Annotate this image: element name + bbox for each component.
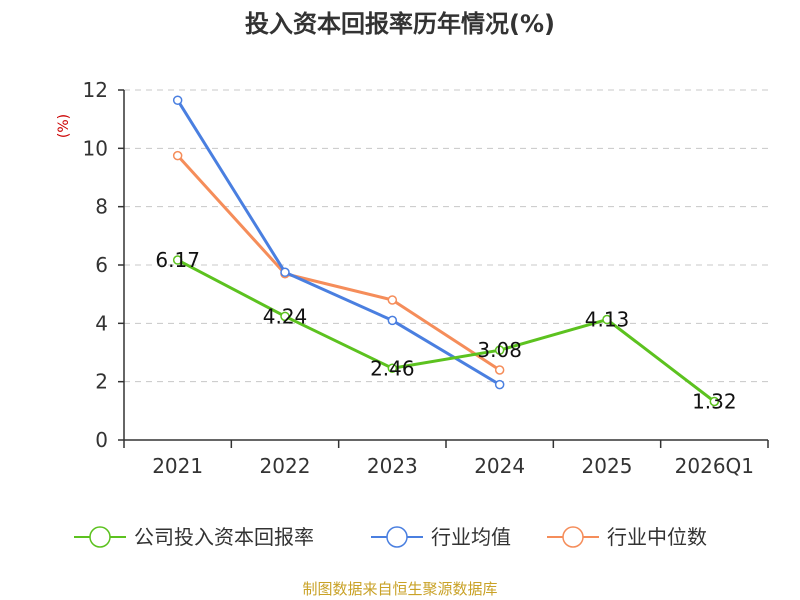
series-0-point bbox=[709, 396, 720, 407]
legend-label: 行业中位数 bbox=[607, 525, 707, 549]
series-0-point bbox=[387, 363, 398, 373]
x-tick-label: 2025 bbox=[582, 454, 633, 478]
series-2-point bbox=[172, 150, 183, 161]
y-tick-label: 6 bbox=[95, 253, 108, 277]
legend-item-1: 行业均值 bbox=[371, 525, 511, 549]
legend-item-2: 行业中位数 bbox=[547, 525, 707, 549]
legend-label: 公司投入资本回报率 bbox=[134, 525, 314, 549]
grid-layer bbox=[124, 89, 768, 383]
axis-layer: 0 2 4 6 8 10 12 2021 2022 2023 2024 2025 2026Q1 bbox=[83, 78, 769, 478]
legend-swatch-marker bbox=[386, 526, 408, 548]
data-label: 2.46 bbox=[370, 356, 415, 380]
data-label: 4.13 bbox=[585, 308, 630, 332]
legend: 公司投入资本回报率 行业均值 行业中位数 bbox=[74, 525, 707, 549]
series-1 bbox=[172, 95, 505, 390]
chart-title: 投入资本回报率历年情况(%) bbox=[245, 10, 555, 38]
data-label: 3.08 bbox=[477, 338, 522, 362]
x-tick-label: 2023 bbox=[367, 454, 418, 478]
series-1-point bbox=[172, 95, 183, 105]
series-1-point bbox=[387, 315, 398, 326]
series-0-point bbox=[280, 311, 290, 322]
legend-item-0: 公司投入资本回报率 bbox=[74, 525, 314, 549]
series-0-line bbox=[176, 258, 716, 403]
series-2-point bbox=[494, 365, 505, 375]
legend-label: 行业均值 bbox=[431, 525, 511, 549]
source-note: 制图数据来自恒生聚源数据库 bbox=[302, 580, 497, 598]
y-tick-label: 10 bbox=[83, 136, 108, 160]
x-tick-label: 2022 bbox=[260, 454, 311, 478]
series-0 bbox=[172, 255, 720, 407]
series-layer bbox=[172, 95, 720, 407]
series-2-line bbox=[176, 154, 501, 372]
data-label: 6.17 bbox=[155, 248, 200, 272]
legend-swatch-marker bbox=[89, 526, 111, 548]
x-tick-label: 2024 bbox=[474, 454, 525, 478]
legend-swatch-marker bbox=[562, 526, 584, 548]
series-1-line bbox=[176, 99, 501, 386]
data-label: 1.32 bbox=[692, 390, 737, 414]
y-axis-title: (%) bbox=[56, 114, 72, 138]
data-label: 4.24 bbox=[263, 304, 308, 328]
series-2-point bbox=[387, 295, 398, 305]
x-tick-label: 2021 bbox=[152, 454, 203, 478]
series-0-point bbox=[602, 314, 612, 325]
series-0-point bbox=[172, 255, 183, 265]
series-0-point bbox=[494, 345, 505, 355]
y-tick-label: 4 bbox=[95, 311, 108, 335]
y-tick-label: 0 bbox=[95, 428, 108, 452]
y-tick-label: 2 bbox=[95, 370, 108, 394]
series-1-point bbox=[280, 267, 290, 278]
x-tick-label: 2026Q1 bbox=[675, 454, 754, 478]
series-1-point bbox=[494, 379, 505, 390]
y-tick-label: 12 bbox=[83, 78, 108, 102]
y-tick-label: 8 bbox=[95, 195, 108, 219]
data-label-layer: 6.17 4.24 2.46 3.08 4.13 1.32 bbox=[155, 248, 736, 413]
